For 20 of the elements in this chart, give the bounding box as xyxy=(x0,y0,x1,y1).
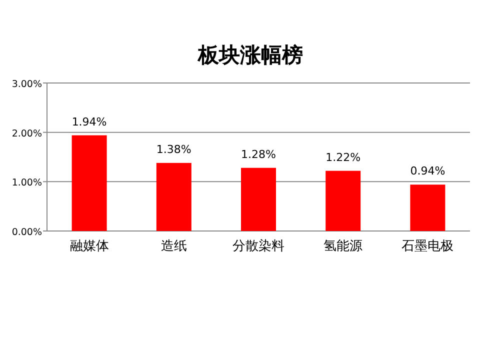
data-label: 0.94% xyxy=(410,164,446,178)
x-tick-label: 氢能源 xyxy=(324,239,363,254)
bar xyxy=(326,170,361,231)
data-label: 1.28% xyxy=(241,148,276,161)
y-tick-label: 3.00% xyxy=(12,79,42,90)
data-label: 1.94% xyxy=(72,115,107,128)
chart-title: 板块涨幅榜 xyxy=(197,43,303,67)
x-tick-label: 融媒体 xyxy=(70,239,109,254)
y-tick-label: 0.00% xyxy=(12,227,42,238)
y-tick-label: 2.00% xyxy=(12,128,42,140)
data-label: 1.22% xyxy=(326,150,361,164)
bar xyxy=(156,162,192,231)
x-tick-label: 造纸 xyxy=(160,239,187,254)
bar xyxy=(72,135,107,231)
y-tick-label: 1.00% xyxy=(12,178,42,189)
data-label: 1.38% xyxy=(156,142,192,156)
x-tick-label: 石墨电极 xyxy=(402,239,454,254)
bar xyxy=(410,184,446,231)
bar xyxy=(241,168,276,231)
x-tick-label: 分散染料 xyxy=(232,239,284,254)
